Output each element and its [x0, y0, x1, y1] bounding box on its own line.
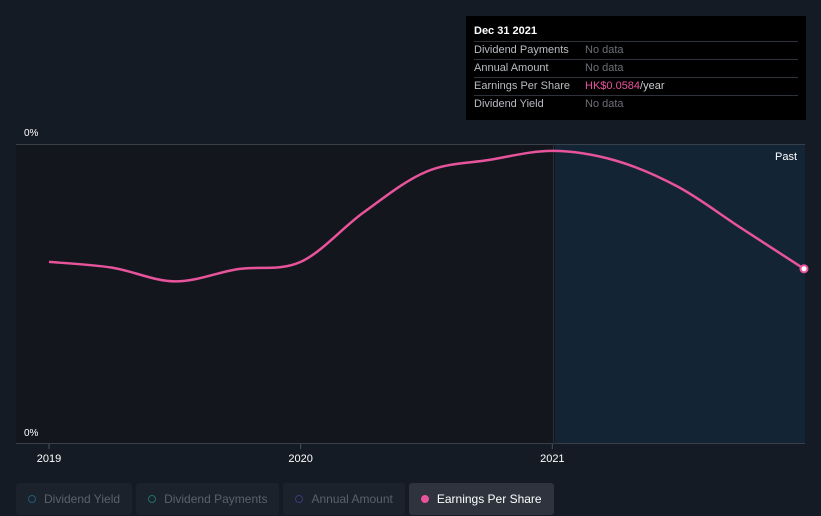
- legend-dividend-payments[interactable]: Dividend Payments: [136, 483, 280, 515]
- tooltip-label: Dividend Payments: [474, 44, 569, 56]
- tooltip-label: Annual Amount: [474, 62, 549, 74]
- legend-annual-amount[interactable]: Annual Amount: [283, 483, 405, 515]
- tooltip-label: Earnings Per Share: [474, 80, 570, 92]
- plot-area-past: [16, 144, 555, 444]
- dividend-yield-dot-icon: [28, 495, 36, 503]
- eps-value: HK$0.0584: [585, 80, 641, 92]
- tooltip-value: No data: [585, 44, 624, 56]
- tooltip-label: Dividend Yield: [474, 98, 544, 110]
- legend-label: Earnings Per Share: [436, 492, 542, 506]
- tooltip-value: No data: [585, 62, 624, 74]
- annual-amount-dot-icon: [295, 495, 304, 503]
- x-axis-ticks: 2019 2020 2021: [37, 444, 565, 465]
- tooltip-value: No data: [585, 98, 624, 110]
- tooltip-row-eps: Earnings Per Share HK$0.0584/year: [474, 77, 798, 95]
- x-tick-label: 2019: [37, 453, 61, 465]
- legend-label: Annual Amount: [311, 492, 393, 506]
- tooltip-row-dividend-yield: Dividend Yield No data: [474, 95, 798, 113]
- y-top-label: 0%: [24, 128, 39, 139]
- forecast-region: [555, 144, 805, 444]
- tooltip-value: HK$0.0584/year: [585, 78, 665, 95]
- legend-label: Dividend Payments: [164, 492, 268, 506]
- y-bottom-label: 0%: [24, 428, 39, 439]
- tooltip-row-annual-amount: Annual Amount No data: [474, 59, 798, 77]
- earnings-per-share-dot-icon: [420, 495, 429, 503]
- dividend-payments-dot-icon: [148, 495, 157, 503]
- hover-tooltip: Dec 31 2021 Dividend Payments No data An…: [466, 16, 806, 120]
- legend-label: Dividend Yield: [44, 492, 121, 506]
- x-tick-label: 2021: [540, 453, 564, 465]
- x-tick-label: 2020: [288, 453, 312, 465]
- legend-dividend-yield[interactable]: Dividend Yield: [16, 483, 133, 515]
- tooltip-date: Dec 31 2021: [474, 25, 537, 37]
- eps-value-suffix: /year: [640, 80, 665, 92]
- eps-endpoint-marker[interactable]: [799, 264, 809, 274]
- eps-series-line: [48, 149, 805, 283]
- past-label: Past: [775, 151, 797, 163]
- legend-earnings-per-share[interactable]: Earnings Per Share: [408, 483, 554, 515]
- legend: Dividend Yield Dividend Payments Annual …: [16, 483, 554, 515]
- tooltip-row-dividend-payments: Dividend Payments No data: [474, 41, 798, 59]
